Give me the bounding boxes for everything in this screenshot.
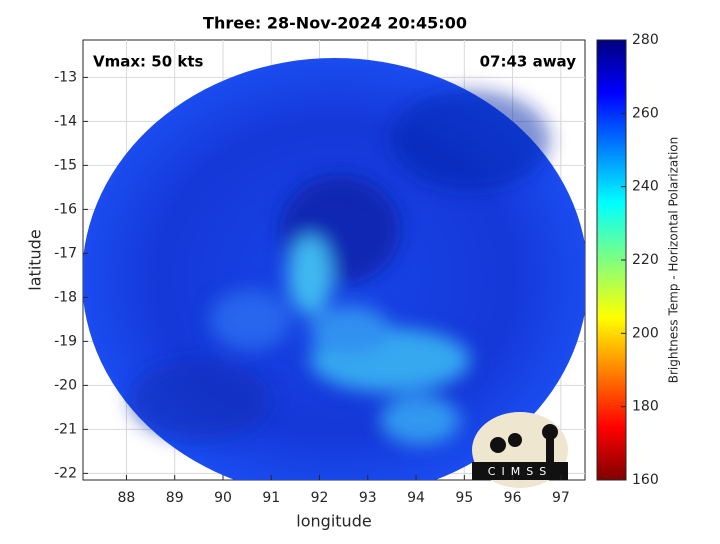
x-tick-label: 97 — [552, 490, 570, 506]
x-tick-label: 91 — [262, 490, 280, 506]
x-tick-label: 88 — [118, 490, 136, 506]
colorbar-tick-label: 180 — [632, 399, 659, 415]
y-tick-label: -16 — [54, 201, 77, 217]
x-tick-label: 93 — [359, 490, 377, 506]
colorbar-label: Brightness Temp - Horizontal Polarizatio… — [667, 137, 681, 384]
y-tick-label: -18 — [54, 289, 77, 305]
x-tick-label: 89 — [166, 490, 184, 506]
x-tick-label: 96 — [504, 490, 522, 506]
x-tick-label: 94 — [407, 490, 425, 506]
y-tick-label: -13 — [54, 69, 77, 85]
colorbar-tick-label: 260 — [632, 105, 659, 121]
colorbar-tick-label: 160 — [632, 472, 659, 488]
y-tick-label: -21 — [54, 421, 77, 437]
x-axis-label: longitude — [296, 512, 371, 531]
x-tick-label: 90 — [214, 490, 232, 506]
y-tick-label: -20 — [54, 377, 77, 393]
y-tick-label: -15 — [54, 157, 77, 173]
cimss-logo: CIMSS — [472, 412, 568, 488]
y-axis-label: latitude — [26, 229, 45, 290]
annotation: Vmax: 50 kts — [93, 53, 203, 71]
annotation: 07:43 away — [480, 53, 577, 71]
satellite-swath — [83, 58, 585, 480]
y-tick-label: -14 — [54, 113, 77, 129]
colorbar-tick-label: 200 — [632, 325, 659, 341]
y-tick-label: -19 — [54, 333, 77, 349]
chart-title: Three: 28-Nov-2024 20:45:00 — [203, 14, 467, 33]
y-tick-label: -17 — [54, 245, 77, 261]
colorbar-tick-label: 280 — [632, 32, 659, 48]
logo-text: CIMSS — [488, 465, 552, 478]
x-tick-label: 92 — [311, 490, 329, 506]
colorbar-tick-label: 240 — [632, 179, 659, 195]
y-tick-label: -22 — [54, 465, 77, 481]
colorbar-tick-label: 220 — [632, 252, 659, 268]
x-tick-label: 95 — [455, 490, 473, 506]
